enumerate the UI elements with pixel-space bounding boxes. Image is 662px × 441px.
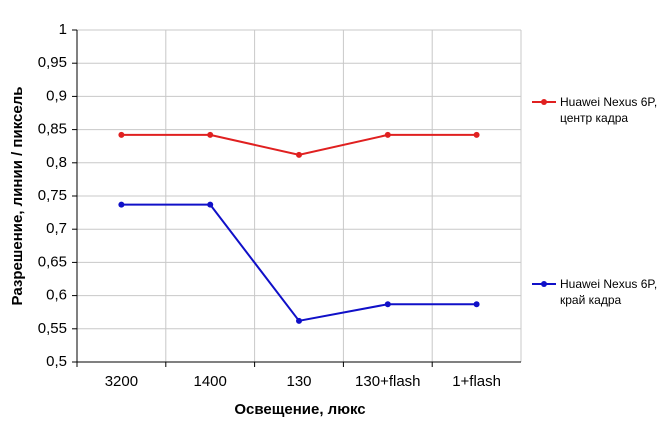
data-point	[207, 201, 214, 208]
data-point	[473, 131, 480, 138]
y-axis-title: Разрешение, линии / пиксель	[9, 87, 26, 306]
x-tick-label: 1+flash	[452, 373, 501, 390]
y-tick-label: 0,8	[46, 154, 67, 171]
y-tick-label: 0,75	[38, 187, 67, 204]
y-tick-label: 0,9	[46, 87, 67, 104]
y-tick-label: 0,7	[46, 220, 67, 237]
data-point	[296, 151, 302, 158]
data-point	[207, 131, 214, 138]
y-tick-label: 0,5	[46, 353, 67, 370]
data-point	[118, 131, 125, 138]
x-tick-label: 130	[286, 373, 311, 390]
legend-label: Huawei Nexus 6P, центр кадра	[560, 95, 658, 125]
y-tick-label: 0,95	[38, 54, 67, 71]
legend-marker	[541, 281, 547, 287]
data-point	[296, 317, 302, 324]
data-point	[384, 131, 391, 138]
y-tick-label: 0,55	[38, 320, 67, 337]
data-point	[118, 201, 125, 208]
data-point	[473, 301, 480, 308]
y-tick-label: 1	[59, 21, 67, 38]
y-tick-label: 0,6	[46, 287, 67, 304]
y-tick-label: 0,85	[38, 121, 67, 138]
y-tick-label: 0,65	[38, 253, 67, 270]
x-tick-label: 1400	[194, 373, 227, 390]
x-axis-title: Освещение, люкс	[234, 401, 365, 418]
x-tick-label: 3200	[105, 373, 138, 390]
legend-marker	[541, 99, 547, 105]
x-tick-label: 130+flash	[355, 373, 420, 390]
data-point	[384, 301, 391, 308]
legend-label: Huawei Nexus 6P, край кадра	[560, 277, 658, 307]
